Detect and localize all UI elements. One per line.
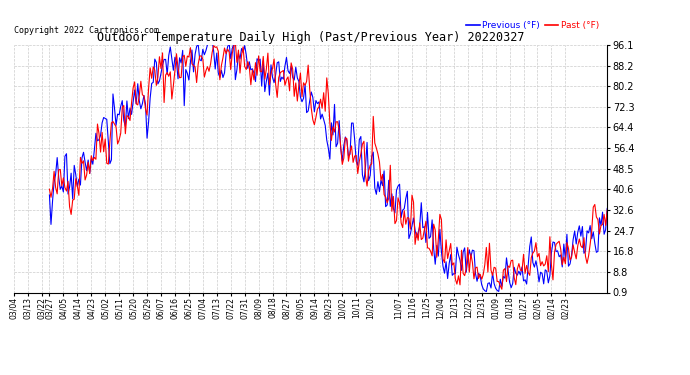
Text: Copyright 2022 Cartronics.com: Copyright 2022 Cartronics.com [14, 26, 159, 35]
Legend: Previous (°F), Past (°F): Previous (°F), Past (°F) [462, 17, 602, 33]
Title: Outdoor Temperature Daily High (Past/Previous Year) 20220327: Outdoor Temperature Daily High (Past/Pre… [97, 31, 524, 44]
